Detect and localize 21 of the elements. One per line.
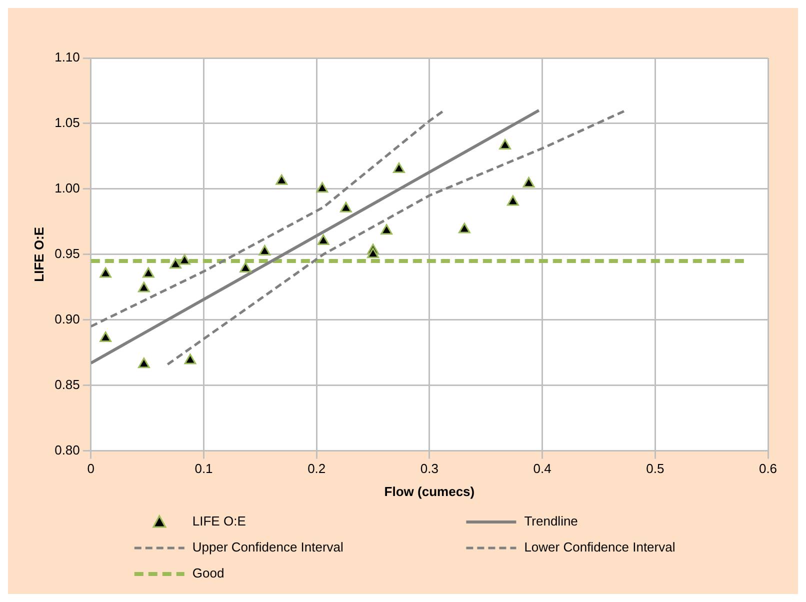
y-tick-label: 1.00 [54,180,80,196]
legend-label: Good [192,566,224,581]
x-tick-label: 0.5 [646,461,664,476]
y-tick-label: 1.10 [54,50,80,65]
y-tick-label: 0.85 [54,376,80,392]
y-axis-title: LIFE O:E [31,226,46,282]
y-tick-label: 0.80 [54,442,80,458]
legend-label: Upper Confidence Interval [192,540,344,555]
legend-label: LIFE O:E [192,514,246,529]
x-tick-label: 0 [87,461,95,476]
x-tick-label: 0.2 [308,461,326,476]
y-tick-label: 1.05 [54,115,80,130]
legend-label: Trendline [524,514,578,529]
x-tick-label: 0.4 [533,461,552,476]
y-tick-label: 0.90 [54,311,80,326]
x-tick-label: 0.1 [194,461,213,476]
x-tick-label: 0.3 [420,461,438,476]
x-tick-label: 0.6 [758,461,778,476]
x-axis-title: Flow (cumecs) [384,484,475,499]
legend-label: Lower Confidence Interval [524,540,676,555]
y-tick-label: 0.95 [54,246,80,261]
